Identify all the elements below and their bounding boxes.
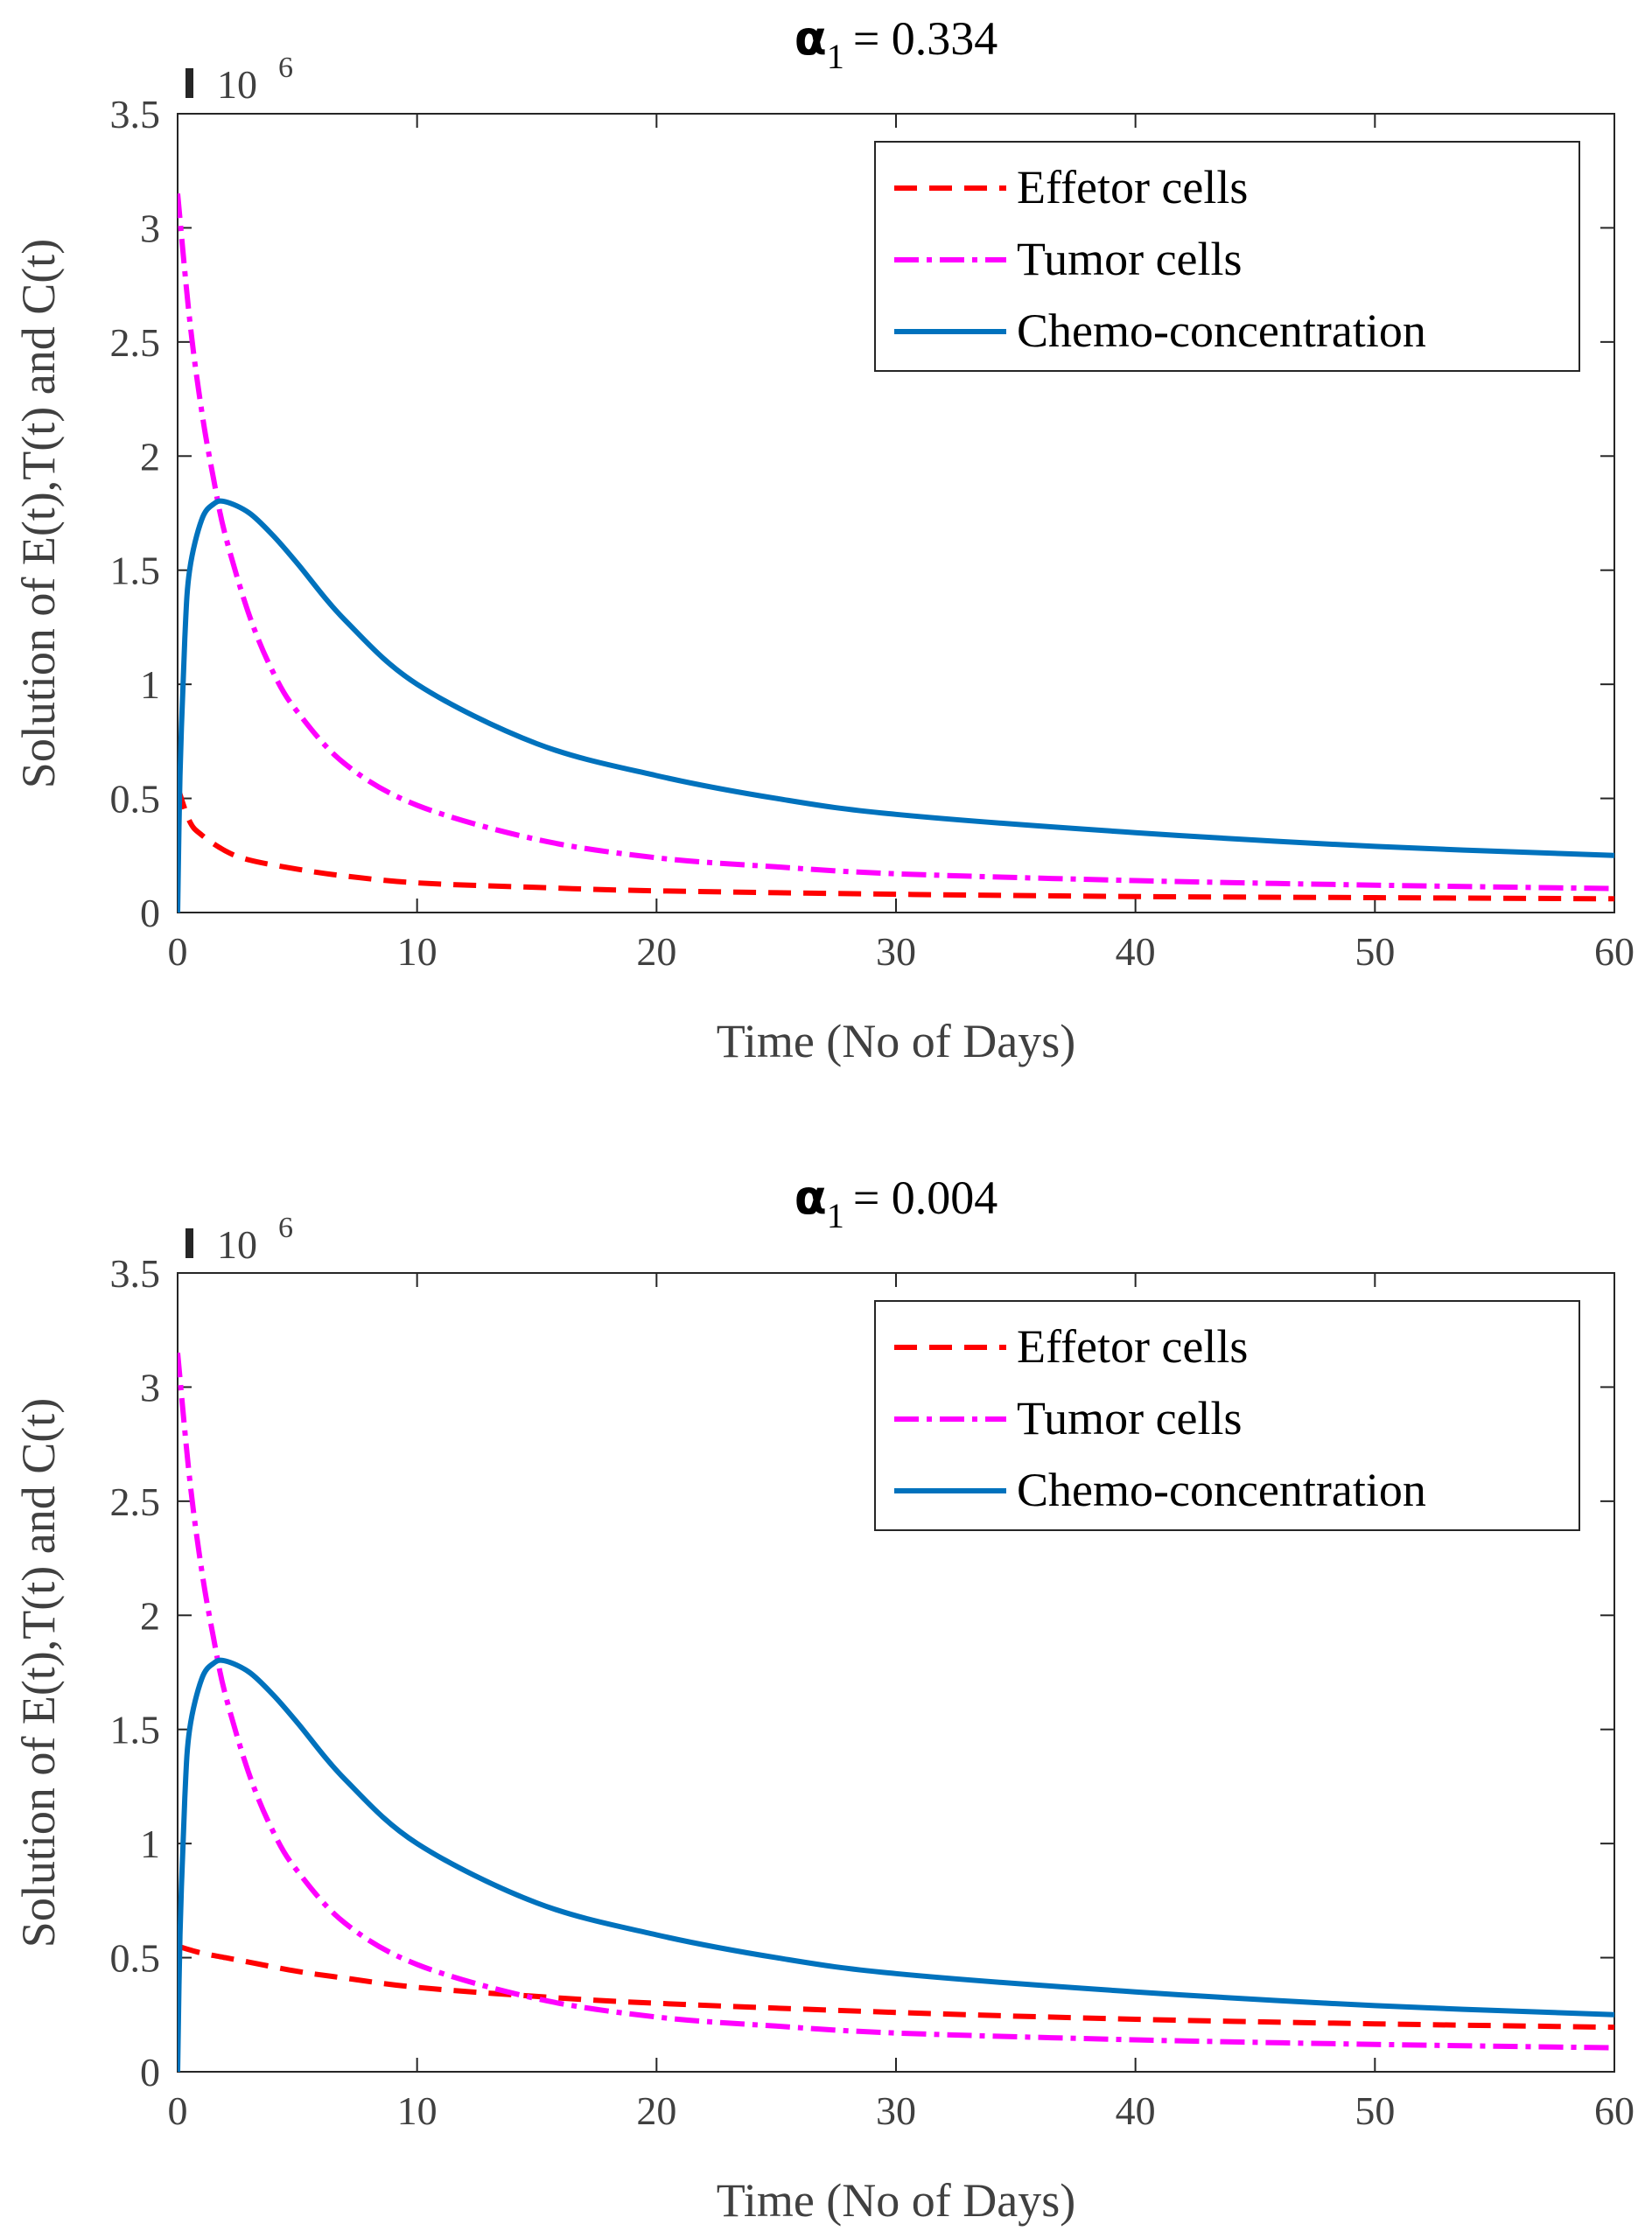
- y-tick-label: 1.5: [110, 1708, 161, 1752]
- x-tick-label: 40: [1116, 929, 1156, 974]
- legend-label: Chemo-concentration: [1017, 304, 1426, 357]
- x-tick-label: 30: [876, 2088, 916, 2133]
- legend-label: Tumor cells: [1017, 233, 1242, 285]
- x-axis-label: Time (No of Days): [717, 2174, 1075, 2227]
- title-symbol: α: [794, 1170, 827, 1225]
- y-axis-label: Solution of E(t),T(t) and C(t): [12, 239, 65, 788]
- legend-label: Effetor cells: [1017, 1320, 1248, 1373]
- series-line-tumor-cells: [178, 193, 1614, 892]
- exponent-multiplier-mark: [186, 1228, 193, 1258]
- y-tick-label: 2: [140, 1593, 160, 1638]
- y-tick-label: 0.5: [110, 1936, 161, 1981]
- x-tick-label: 30: [876, 929, 916, 974]
- y-exponent-base: 10: [217, 1222, 257, 1267]
- legend-label: Effetor cells: [1017, 161, 1248, 213]
- x-tick-label: 60: [1594, 929, 1634, 974]
- y-axis-label: Solution of E(t),T(t) and C(t): [12, 1398, 65, 1948]
- title-value: = 0.334: [853, 12, 998, 65]
- y-tick-label: 2.5: [110, 320, 161, 365]
- legend-label: Chemo-concentration: [1017, 1464, 1426, 1516]
- y-tick-label: 1.5: [110, 549, 161, 593]
- y-exponent-power: 6: [278, 1212, 293, 1244]
- y-tick-label: 3: [140, 206, 160, 250]
- y-tick-label: 0: [140, 2050, 160, 2095]
- series-line-chemo-concentration: [178, 498, 1614, 913]
- title-value: = 0.004: [853, 1171, 998, 1224]
- y-tick-label: 1: [140, 662, 160, 707]
- x-tick-label: 50: [1354, 2088, 1395, 2133]
- x-tick-label: 10: [397, 929, 438, 974]
- y-exponent-base: 10: [217, 62, 257, 107]
- x-tick-label: 0: [168, 2088, 188, 2133]
- series-line-effetor-cells: [178, 1943, 1614, 2031]
- x-tick-label: 10: [397, 2088, 438, 2133]
- chart-title: α1 = 0.334: [794, 10, 998, 76]
- series-line-effetor-cells: [178, 786, 1614, 902]
- y-tick-label: 3.5: [110, 1251, 161, 1296]
- x-tick-label: 60: [1594, 2088, 1634, 2133]
- x-tick-label: 0: [168, 929, 188, 974]
- legend-label: Tumor cells: [1017, 1392, 1242, 1444]
- y-tick-label: 2.5: [110, 1479, 161, 1524]
- y-tick-label: 2: [140, 434, 160, 479]
- title-symbol: α: [794, 10, 827, 66]
- y-tick-label: 3.5: [110, 92, 161, 136]
- title-subscript: 1: [827, 37, 844, 76]
- y-tick-label: 3: [140, 1365, 160, 1409]
- y-exponent-power: 6: [278, 52, 293, 84]
- x-tick-label: 40: [1116, 2088, 1156, 2133]
- y-tick-label: 0: [140, 891, 160, 935]
- series-line-tumor-cells: [178, 1353, 1614, 2051]
- x-tick-label: 50: [1354, 929, 1395, 974]
- exponent-multiplier-mark: [186, 68, 193, 98]
- chart-title: α1 = 0.004: [794, 1170, 998, 1235]
- x-axis-label: Time (No of Days): [717, 1015, 1075, 1067]
- title-subscript: 1: [827, 1196, 844, 1235]
- series-line-chemo-concentration: [178, 1657, 1614, 2072]
- y-tick-label: 1: [140, 1822, 160, 1866]
- x-tick-label: 20: [636, 2088, 676, 2133]
- y-tick-label: 0.5: [110, 777, 161, 822]
- x-tick-label: 20: [636, 929, 676, 974]
